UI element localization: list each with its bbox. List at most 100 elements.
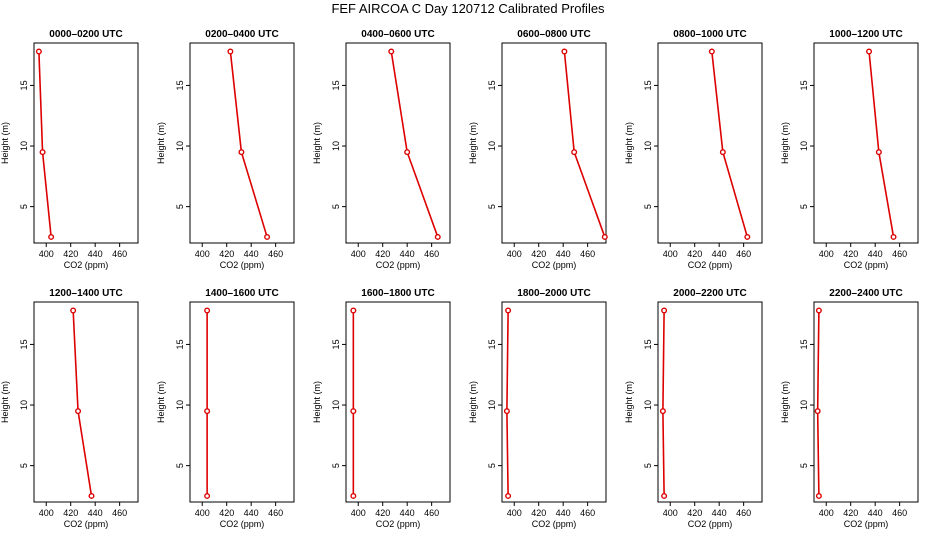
co2-data-point <box>505 492 512 499</box>
co2-data-point <box>238 149 245 156</box>
panel-title: 0200–0400 UTC <box>205 29 278 40</box>
profile-panel-7: 1200–1400 UTC 400 420 440 460 5 10 15 CO2 (ppm) H… <box>0 288 139 529</box>
x-axis-label: CO2 (ppm) <box>688 519 733 529</box>
x-tick-label: 420 <box>843 508 858 518</box>
y-tick-label: 15 <box>487 80 497 90</box>
co2-data-point <box>866 48 873 55</box>
x-tick-label: 420 <box>219 508 234 518</box>
x-tick-label: 400 <box>819 249 834 259</box>
co2-data-point <box>719 149 726 156</box>
x-tick-label: 460 <box>112 508 127 518</box>
x-tick-label: 440 <box>244 508 259 518</box>
x-axis-label: CO2 (ppm) <box>64 260 109 270</box>
x-tick-label: 400 <box>39 508 54 518</box>
co2-data-point <box>661 307 668 314</box>
co2-data-point <box>434 233 441 240</box>
co2-profile-line <box>38 51 52 238</box>
co2-data-point <box>35 48 42 55</box>
co2-data-point <box>39 149 46 156</box>
y-tick-label: 5 <box>487 204 497 209</box>
co2-profile-line <box>662 310 665 496</box>
plot-frame <box>345 301 451 503</box>
x-axis-label: CO2 (ppm) <box>688 260 733 270</box>
y-tick-label: 5 <box>175 463 185 468</box>
y-axis-label: Height (m) <box>468 381 478 423</box>
x-tick-label: 400 <box>351 508 366 518</box>
y-tick-label: 10 <box>799 141 809 151</box>
y-axis-label: Height (m) <box>468 122 478 164</box>
y-tick-label: 5 <box>331 463 341 468</box>
y-axis-label: Height (m) <box>780 122 790 164</box>
y-tick-label: 5 <box>331 204 341 209</box>
x-tick-label: 420 <box>375 508 390 518</box>
y-tick-label: 15 <box>331 339 341 349</box>
x-tick-label: 460 <box>736 249 751 259</box>
y-tick-label: 10 <box>175 400 185 410</box>
panel-title: 2000–2200 UTC <box>673 288 746 299</box>
x-tick-label: 440 <box>244 249 259 259</box>
x-tick-label: 440 <box>556 508 571 518</box>
x-tick-label: 400 <box>663 249 678 259</box>
y-tick-label: 5 <box>175 204 185 209</box>
y-tick-label: 5 <box>799 463 809 468</box>
x-tick-label: 460 <box>268 508 283 518</box>
x-axis-label: CO2 (ppm) <box>220 260 265 270</box>
panel-title: 0800–1000 UTC <box>673 29 746 40</box>
co2-profile-line <box>506 310 509 496</box>
x-tick-label: 460 <box>892 249 907 259</box>
profile-panel-3: 0400–0600 UTC 400 420 440 460 5 10 15 CO2 (ppm) H… <box>312 29 451 270</box>
x-tick-label: 440 <box>400 249 415 259</box>
x-tick-label: 400 <box>195 508 210 518</box>
x-tick-label: 420 <box>63 508 78 518</box>
y-tick-label: 15 <box>331 80 341 90</box>
x-tick-label: 440 <box>400 508 415 518</box>
x-tick-label: 460 <box>424 508 439 518</box>
y-tick-label: 10 <box>487 141 497 151</box>
co2-data-point <box>48 233 55 240</box>
profile-panel-6: 1000–1200 UTC 400 420 440 460 5 10 15 CO2 (ppm) H… <box>780 29 919 270</box>
x-tick-label: 440 <box>868 508 883 518</box>
co2-profile-line <box>711 51 749 238</box>
plot-frame <box>657 301 763 503</box>
profile-panel-2: 0200–0400 UTC 400 420 440 460 5 10 15 CO2 (ppm) H… <box>156 29 295 270</box>
co2-data-point <box>814 408 821 415</box>
panel-title: 1200–1400 UTC <box>49 288 122 299</box>
co2-data-point <box>708 48 715 55</box>
y-tick-label: 5 <box>19 463 29 468</box>
y-axis-label: Height (m) <box>156 381 166 423</box>
co2-data-point <box>744 233 751 240</box>
co2-data-point <box>659 408 666 415</box>
y-tick-label: 10 <box>175 141 185 151</box>
co2-profile-line <box>72 310 93 497</box>
profile-panel-9: 1600–1800 UTC 400 420 440 460 5 10 15 CO2 (ppm) H… <box>312 288 451 529</box>
x-tick-label: 460 <box>580 508 595 518</box>
y-tick-label: 15 <box>19 80 29 90</box>
co2-data-point <box>875 149 882 156</box>
x-tick-label: 440 <box>556 249 571 259</box>
co2-data-point <box>204 307 211 314</box>
panel-title: 1400–1600 UTC <box>205 288 278 299</box>
y-tick-label: 10 <box>643 141 653 151</box>
y-tick-label: 15 <box>799 80 809 90</box>
co2-data-point <box>227 48 234 55</box>
panel-title: 0600–0800 UTC <box>517 29 590 40</box>
y-axis-label: Height (m) <box>0 122 10 164</box>
x-tick-label: 420 <box>531 508 546 518</box>
co2-data-point <box>404 149 411 156</box>
y-axis-label: Height (m) <box>312 122 322 164</box>
y-tick-label: 10 <box>487 400 497 410</box>
y-tick-label: 5 <box>799 204 809 209</box>
co2-profile-line <box>229 51 268 238</box>
profile-panel-4: 0600–0800 UTC 400 420 440 460 5 10 15 CO2 (ppm) H… <box>468 29 608 270</box>
co2-data-point <box>350 408 357 415</box>
y-axis-label: Height (m) <box>780 381 790 423</box>
y-tick-label: 15 <box>175 80 185 90</box>
plot-frame <box>345 42 451 244</box>
co2-data-point <box>571 149 578 156</box>
x-tick-label: 420 <box>687 249 702 259</box>
y-tick-label: 15 <box>175 339 185 349</box>
profile-panel-1: 0000–0200 UTC 400 420 440 460 5 10 15 CO2 (ppm) H… <box>0 29 139 270</box>
co2-data-point <box>350 307 357 314</box>
co2-profile-line <box>390 51 439 238</box>
plot-frame <box>813 42 919 244</box>
